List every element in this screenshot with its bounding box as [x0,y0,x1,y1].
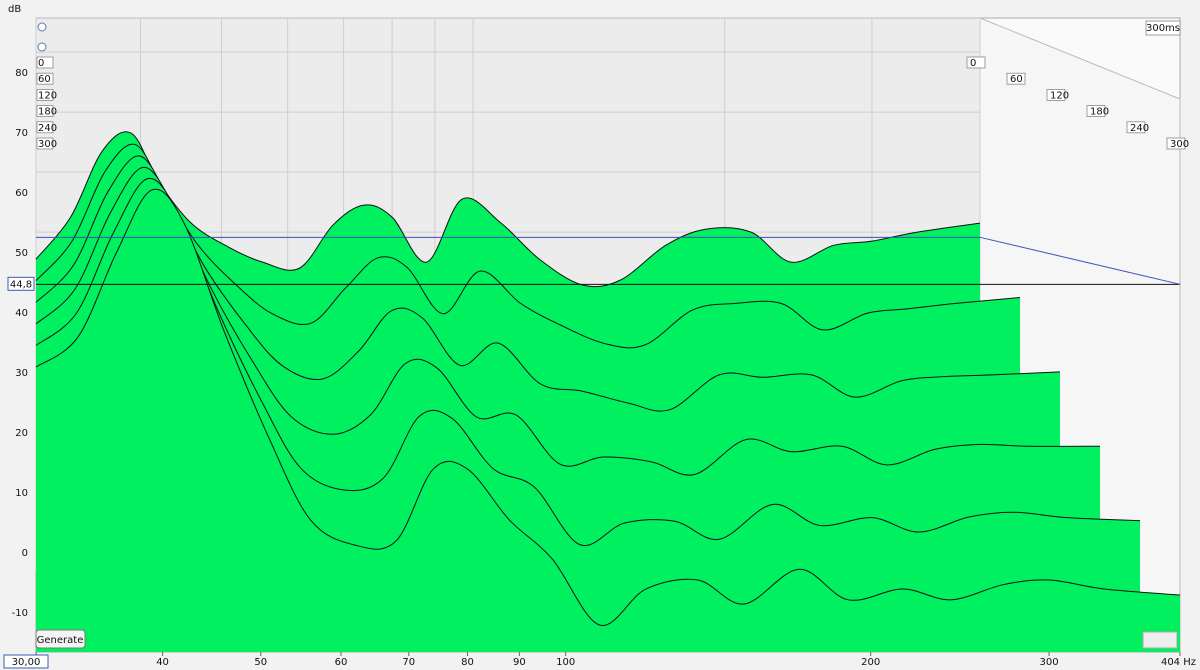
time-tick-label: 180 [38,107,57,118]
time-tick-box [36,121,54,134]
y-tick-label: 10 [15,488,28,499]
time-tick-label: 60 [38,74,51,85]
x-tick-label: 50 [254,657,267,668]
time-tick-box [1046,89,1066,101]
time-tick-box [36,89,54,101]
y-tick-label: 60 [15,188,28,199]
x-tick-label: 80 [461,657,474,668]
y-tick-label: 50 [15,248,28,259]
y-tick-label: 40 [15,308,28,319]
y-tick-label: 0 [22,548,28,559]
time-tick-label: 240 [38,123,57,134]
time-range-box [1145,20,1181,36]
x-start-box [3,654,49,669]
cursor-label: 44,8 [10,279,32,290]
time-tick-box [36,72,54,85]
time-tick-box [1086,105,1106,117]
time-tick-label: 60 [1010,74,1023,85]
time-tick-box [36,137,54,150]
y-tick-label: 70 [15,128,28,139]
y-tick-label: 30 [15,368,28,379]
generate-button[interactable] [35,629,86,649]
x-tick-label: 70 [402,657,415,668]
x-tick-label: 404 Hz [1161,657,1196,668]
time-tick-label: 180 [1090,107,1109,118]
x-tick-label: 40 [156,657,169,668]
time-tick-box [1126,121,1146,134]
time-tick-label: 120 [38,90,57,101]
zoom-icons[interactable] [37,22,47,52]
generate-button-label[interactable]: Generate [37,635,84,646]
x-tick-label: 30,00 [12,657,41,668]
time-tick-label: 0 [38,58,44,69]
x-tick-label: 200 [861,657,880,668]
time-tick-box [1166,137,1186,150]
zoom-out-icon[interactable] [37,42,47,52]
time-tick-box [966,56,986,69]
slice-line [35,188,1181,626]
time-tick-box [36,105,54,117]
y-tick-label: 80 [15,68,28,79]
x-tick-label: 60 [335,657,348,668]
time-range-label: 300ms [1146,23,1180,34]
time-tick-box [1006,72,1026,85]
view-icons[interactable] [1142,631,1178,649]
time-tick-label: 300 [38,139,57,150]
cursor-plane-line [36,236,1181,285]
time-tick-label: 300 [1170,139,1189,150]
slice-area [36,189,1180,652]
y-axis-label: dB [8,4,21,15]
x-tick-label: 300 [1040,657,1059,668]
time-tick-label: 0 [970,58,976,69]
zoom-in-icon[interactable] [37,22,47,32]
cursor-label-box [7,276,35,291]
time-tick-label: 240 [1130,123,1149,134]
x-tick-label: 90 [513,657,526,668]
y-tick-label: -10 [12,608,28,619]
time-tick-label: 120 [1050,90,1069,101]
y-tick-label: 20 [15,428,28,439]
x-tick-label: 100 [556,657,575,668]
time-tick-box [36,56,54,69]
